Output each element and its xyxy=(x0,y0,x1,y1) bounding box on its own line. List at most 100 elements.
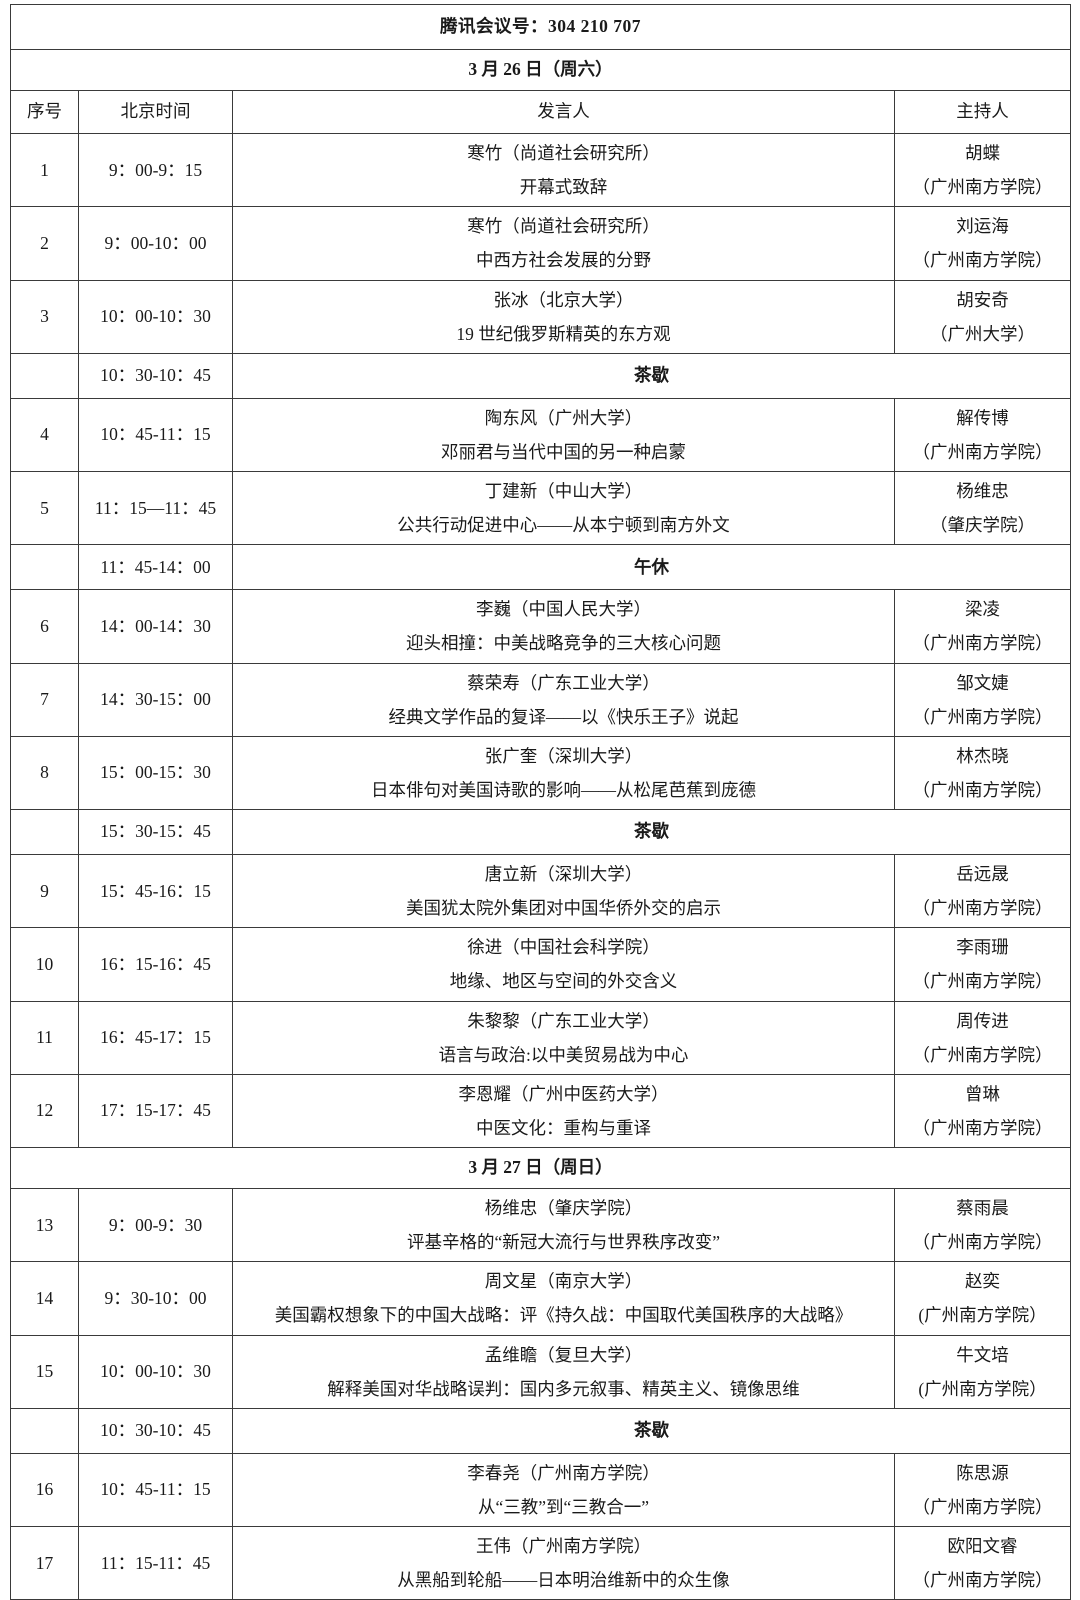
session-seq: 13 xyxy=(10,1187,79,1263)
speaker-name: 唐立新（深圳大学） xyxy=(484,864,643,884)
session-host: 梁凌 （广州南方学院） xyxy=(894,589,1071,664)
session-time: 15：45-16：15 xyxy=(78,853,233,929)
host-name: 蔡雨晨 xyxy=(956,1198,1009,1218)
session-seq: 12 xyxy=(10,1073,79,1149)
speaker-name: 朱黎黎（广东工业大学） xyxy=(467,1010,660,1031)
session-time: 9：30-10：00 xyxy=(78,1261,233,1336)
session-host: 欧阳文睿 （广州南方学院） xyxy=(894,1525,1071,1600)
host-name: 胡蝶 xyxy=(965,143,1000,163)
session-seq: 3 xyxy=(10,279,79,354)
conference-schedule-table: 腾讯会议号：304 210 707 3 月 26 日（周六） 序号 北京时间 发言人 主持… xyxy=(10,4,1071,1600)
host-name: 林杰晓 xyxy=(956,745,1009,766)
schedule-page: 腾讯会议号：304 210 707 3 月 26 日（周六） 序号 北京时间 发言人 主持… xyxy=(10,4,1071,1600)
break-seq xyxy=(10,352,79,399)
speaker-topic: 解释美国对华战略误判：国内多元叙事、精英主义、镜像思维 xyxy=(327,1378,800,1399)
break-time: 11：45-14：00 xyxy=(78,544,233,591)
session-time: 9：00-10：00 xyxy=(78,206,233,281)
session-speaker: 寒竹（尚道社会研究所） 中西方社会发展的分野 xyxy=(232,206,895,281)
session-time: 9：00-9：15 xyxy=(78,132,233,208)
session-seq: 10 xyxy=(10,927,79,1002)
session-seq: 2 xyxy=(10,206,79,281)
session-speaker: 李春尧（广州南方学院） 从“三教”到“三教合一” xyxy=(232,1452,895,1528)
meeting-number-row: 腾讯会议号：304 210 707 xyxy=(10,4,1071,50)
session-seq: 4 xyxy=(10,397,79,473)
speaker-topic: 地缘、地区与空间的外交含义 xyxy=(449,971,678,992)
speaker-name: 杨维忠（肇庆学院） xyxy=(484,1198,643,1218)
break-row: 11：45-14：00 午休 xyxy=(10,544,1071,591)
session-speaker: 徐进（中国社会科学院） 地缘、地区与空间的外交含义 xyxy=(232,927,895,1002)
session-host: 杨维忠 （肇庆学院） xyxy=(894,470,1071,546)
meeting-number: 腾讯会议号：304 210 707 xyxy=(10,4,1071,50)
session-host: 曾琳 （广州南方学院） xyxy=(894,1073,1071,1149)
host-name: 周传进 xyxy=(956,1010,1009,1031)
host-affiliation: （广州南方学院） xyxy=(912,779,1053,800)
host-affiliation: (广州南方学院） xyxy=(918,1378,1047,1399)
speaker-name: 蔡荣寿（广东工业大学） xyxy=(467,672,660,693)
session-speaker: 周文星（南京大学） 美国霸权想象下的中国大战略：评《持久战：中国取代美国秩序的大战… xyxy=(232,1261,895,1336)
host-affiliation: （广州南方学院） xyxy=(912,633,1053,654)
host-affiliation: （广州南方学院） xyxy=(912,1232,1053,1253)
session-speaker: 杨维忠（肇庆学院） 评基辛格的“新冠大流行与世界秩序改变” xyxy=(232,1187,895,1263)
session-host: 刘运海 （广州南方学院） xyxy=(894,206,1071,281)
speaker-topic: 中医文化：重构与重译 xyxy=(476,1117,651,1138)
session-speaker: 王伟（广州南方学院） 从黑船到轮船——日本明治维新中的众生像 xyxy=(232,1525,895,1600)
break-seq xyxy=(10,544,79,591)
break-time: 15：30-15：45 xyxy=(78,809,233,855)
speaker-name: 寒竹（尚道社会研究所） xyxy=(467,216,660,237)
schedule-body: 腾讯会议号：304 210 707 3 月 26 日（周六） 序号 北京时间 发言人 主持… xyxy=(10,4,1071,1600)
break-label: 茶歇 xyxy=(232,1407,1071,1454)
session-time: 14：30-15：00 xyxy=(78,662,233,737)
session-row: 16 10：45-11：15 李春尧（广州南方学院） 从“三教”到“三教合一” 陈思源 （… xyxy=(10,1452,1071,1528)
speaker-name: 李恩耀（广州中医药大学） xyxy=(458,1083,669,1104)
session-speaker: 唐立新（深圳大学） 美国犹太院外集团对中国华侨外交的启示 xyxy=(232,853,895,929)
host-affiliation: （广州南方学院） xyxy=(912,1496,1053,1517)
day-header-row: 3 月 27 日（周日） xyxy=(10,1147,1071,1189)
break-time: 10：30-10：45 xyxy=(78,1407,233,1454)
day-label: 3 月 27 日（周日） xyxy=(10,1147,1071,1189)
speaker-name: 陶东风（广州大学） xyxy=(484,407,643,428)
speaker-topic: 美国霸权想象下的中国大战略：评《持久战：中国取代美国秩序的大战略》 xyxy=(274,1305,853,1326)
session-host: 胡蝶 （广州南方学院） xyxy=(894,132,1071,208)
session-row: 10 16：15-16：45 徐进（中国社会科学院） 地缘、地区与空间的外交含义 李雨珊… xyxy=(10,927,1071,1002)
column-header-time: 北京时间 xyxy=(78,90,233,134)
session-speaker: 蔡荣寿（广东工业大学） 经典文学作品的复译——以《快乐王子》说起 xyxy=(232,662,895,737)
break-row: 10：30-10：45 茶歇 xyxy=(10,1407,1071,1454)
speaker-topic: 从“三教”到“三教合一” xyxy=(477,1496,650,1517)
session-speaker: 孟维瞻（复旦大学） 解释美国对华战略误判：国内多元叙事、精英主义、镜像思维 xyxy=(232,1334,895,1409)
break-row: 15：30-15：45 茶歇 xyxy=(10,809,1071,855)
session-speaker: 李巍（中国人民大学） 迎头相撞：中美战略竞争的三大核心问题 xyxy=(232,589,895,664)
session-seq: 16 xyxy=(10,1452,79,1528)
host-name: 胡安奇 xyxy=(956,289,1009,310)
session-row: 15 10：00-10：30 孟维瞻（复旦大学） 解释美国对华战略误判：国内多元叙事、… xyxy=(10,1334,1071,1409)
speaker-topic: 开幕式致辞 xyxy=(519,177,608,198)
session-row: 8 15：00-15：30 张广奎（深圳大学） 日本俳句对美国诗歌的影响——从松尾芭蕉… xyxy=(10,735,1071,811)
session-speaker: 张广奎（深圳大学） 日本俳句对美国诗歌的影响——从松尾芭蕉到庞德 xyxy=(232,735,895,811)
column-header-host: 主持人 xyxy=(894,90,1071,134)
session-time: 14：00-14：30 xyxy=(78,589,233,664)
session-seq: 6 xyxy=(10,589,79,664)
session-time: 15：00-15：30 xyxy=(78,735,233,811)
speaker-name: 张冰（北京大学） xyxy=(493,289,634,310)
session-speaker: 寒竹（尚道社会研究所） 开幕式致辞 xyxy=(232,132,895,208)
session-row: 6 14：00-14：30 李巍（中国人民大学） 迎头相撞：中美战略竞争的三大核心问题… xyxy=(10,589,1071,664)
session-host: 林杰晓 （广州南方学院） xyxy=(894,735,1071,811)
session-time: 16：15-16：45 xyxy=(78,927,233,1002)
speaker-name: 王伟（广州南方学院） xyxy=(476,1536,651,1556)
session-speaker: 李恩耀（广州中医药大学） 中医文化：重构与重译 xyxy=(232,1073,895,1149)
session-speaker: 张冰（北京大学） 19 世纪俄罗斯精英的东方观 xyxy=(232,279,895,354)
session-seq: 17 xyxy=(10,1525,79,1600)
session-host: 陈思源 （广州南方学院） xyxy=(894,1452,1071,1528)
session-row: 2 9：00-10：00 寒竹（尚道社会研究所） 中西方社会发展的分野 刘运海 （广州南方… xyxy=(10,206,1071,281)
session-speaker: 陶东风（广州大学） 邓丽君与当代中国的另一种启蒙 xyxy=(232,397,895,473)
session-row: 1 9：00-9：15 寒竹（尚道社会研究所） 开幕式致辞 胡蝶 （广州南方学院） xyxy=(10,132,1071,208)
host-name: 曾琳 xyxy=(965,1083,1000,1104)
session-time: 11：15—11：45 xyxy=(78,470,233,546)
host-name: 刘运海 xyxy=(956,216,1009,237)
session-row: 13 9：00-9：30 杨维忠（肇庆学院） 评基辛格的“新冠大流行与世界秩序改变” 蔡… xyxy=(10,1187,1071,1263)
speaker-name: 丁建新（中山大学） xyxy=(484,481,643,501)
host-name: 邹文婕 xyxy=(956,672,1009,693)
session-seq: 9 xyxy=(10,853,79,929)
host-name: 解传博 xyxy=(956,407,1009,428)
break-label: 午休 xyxy=(232,544,1071,591)
session-row: 5 11：15—11：45 丁建新（中山大学） 公共行动促进中心——从本宁顿到南方外文… xyxy=(10,470,1071,546)
